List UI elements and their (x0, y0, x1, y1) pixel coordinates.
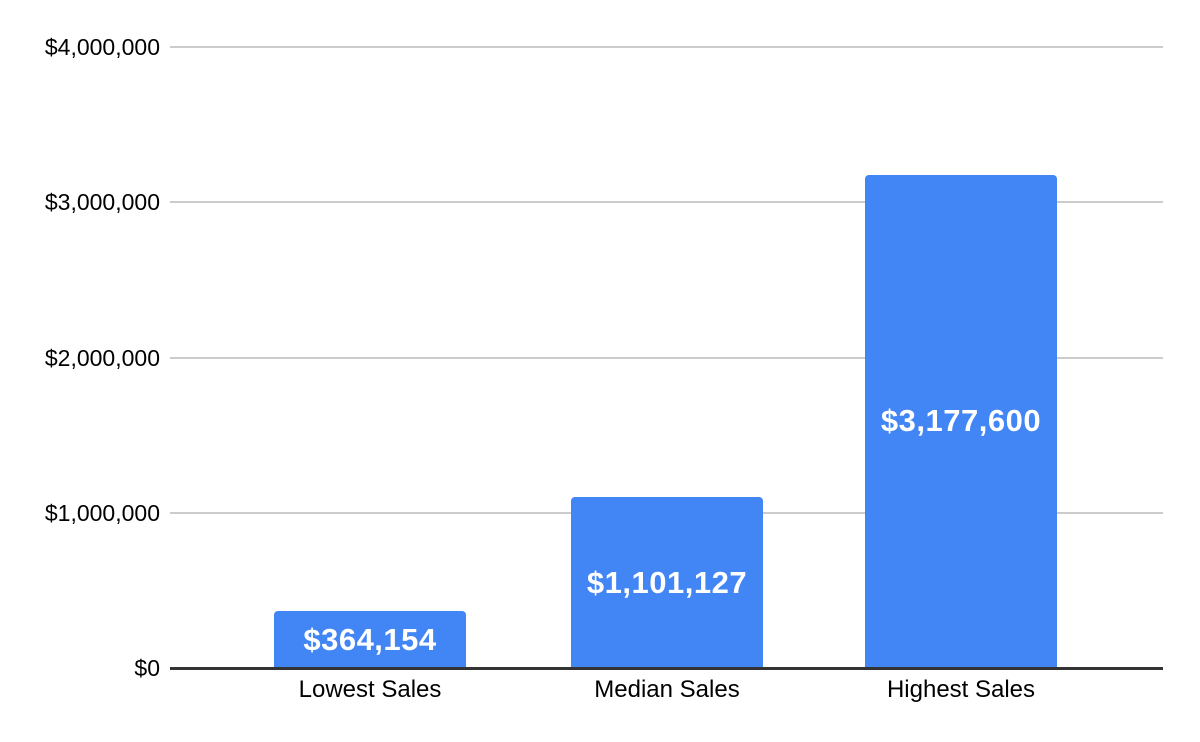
y-axis-tick-label: $1,000,000 (44, 499, 160, 526)
y-axis-tick-label: $0 (134, 655, 160, 681)
bar-highest-sales: $3,177,600 (865, 174, 1057, 668)
y-axis-tick-label: $4,000,000 (44, 34, 160, 60)
y-gridline (170, 201, 1163, 204)
y-axis-tick-label: $3,000,000 (44, 189, 160, 216)
bar-median-sales: $1,101,127 (571, 497, 763, 668)
x-axis-line (170, 667, 1163, 670)
bar-lowest-sales: $364,154 (274, 611, 466, 668)
x-axis-category-label: Lowest Sales (298, 676, 442, 703)
x-axis-category-label: Highest Sales (886, 676, 1036, 703)
bar-value-label: $364,154 (303, 621, 437, 657)
y-gridline (170, 46, 1163, 48)
bar-value-label: $1,101,127 (586, 564, 748, 600)
y-gridline (170, 356, 1163, 359)
y-axis-tick-label: $2,000,000 (44, 344, 160, 371)
x-axis-category-label: Median Sales (594, 676, 740, 703)
bar-value-label: $3,177,600 (880, 403, 1042, 439)
